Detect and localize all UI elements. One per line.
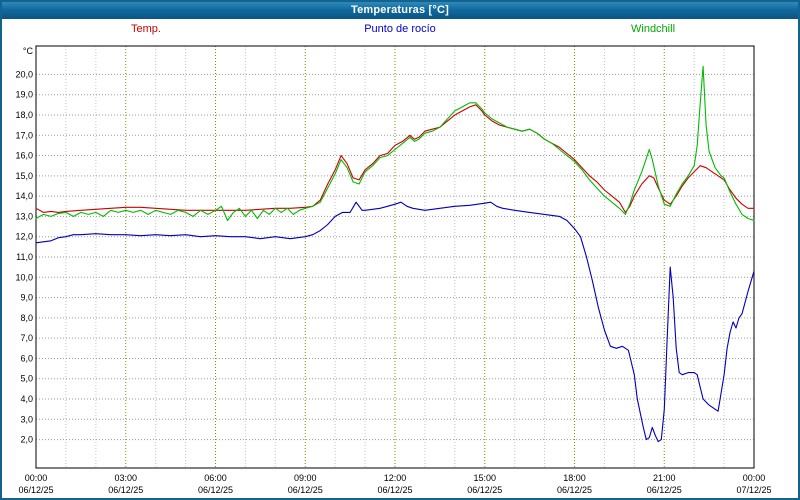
series-line-temp- (35, 104, 755, 213)
x-date-label: 06/12/25 (377, 485, 412, 495)
x-date-label: 06/12/25 (557, 485, 592, 495)
y-tick-label: 16,0 (15, 151, 33, 161)
y-tick-label: 19,0 (15, 90, 33, 100)
y-tick-label: 4,0 (20, 394, 33, 404)
legend-dewpoint-label: Punto de rocío (364, 23, 436, 35)
y-tick-label: 18,0 (15, 110, 33, 120)
x-tick-label: 00:00 (25, 473, 48, 483)
y-axis-unit-label: °C (23, 46, 34, 56)
y-tick-label: 2,0 (20, 435, 33, 445)
plot-border (35, 45, 755, 469)
y-tick-label: 12,0 (15, 232, 33, 242)
x-tick-label: 00:00 (743, 473, 766, 483)
x-date-label: 06/12/25 (288, 485, 323, 495)
series-line-punto-de-roc-o (35, 201, 755, 443)
y-tick-label: 6,0 (20, 353, 33, 363)
x-tick-label: 21:00 (653, 473, 676, 483)
y-tick-label: 11,0 (16, 252, 33, 262)
y-tick-label: 14,0 (15, 191, 33, 201)
y-tick-label: 3,0 (20, 414, 33, 424)
y-tick-label: 7,0 (20, 333, 33, 343)
x-date-label: 06/12/25 (647, 485, 682, 495)
x-tick-label: 03:00 (114, 473, 137, 483)
y-tick-label: 8,0 (20, 313, 33, 323)
legend-windchill-label: Windchill (631, 23, 676, 35)
x-tick-label: 15:00 (473, 473, 496, 483)
x-date-label: 06/12/25 (198, 485, 233, 495)
temperature-line-chart: °C 2,0 3,0 4,0 5,0 6,0 7,0 8,0 9,0 10,0 11,0 12,0 13… (15, 45, 772, 495)
window-titlebar: Temperaturas [°C] (2, 2, 798, 19)
x-date-label: 06/12/25 (467, 485, 502, 495)
y-tick-label: 9,0 (20, 293, 33, 303)
x-tick-label: 06:00 (204, 473, 227, 483)
x-tick-label: 09:00 (294, 473, 317, 483)
window-title: Temperaturas [°C] (350, 4, 450, 16)
x-tick-label: 12:00 (384, 473, 407, 483)
y-tick-label: 17,0 (15, 130, 33, 140)
y-tick-label: 10,0 (15, 272, 33, 282)
x-tick-label: 18:00 (563, 473, 586, 483)
x-date-label: 06/12/25 (108, 485, 143, 495)
y-tick-label: 20,0 (15, 69, 33, 79)
y-tick-label: 15,0 (15, 171, 33, 181)
x-date-label: 06/12/25 (18, 485, 53, 495)
y-tick-label: 13,0 (15, 211, 33, 221)
series-line-windchill (35, 65, 755, 222)
x-date-label: 07/12/25 (736, 485, 771, 495)
y-tick-label: 5,0 (20, 374, 33, 384)
legend-temp-label: Temp. (131, 23, 161, 35)
chart-legend: Temp. Punto de rocío Windchill (2, 19, 798, 40)
